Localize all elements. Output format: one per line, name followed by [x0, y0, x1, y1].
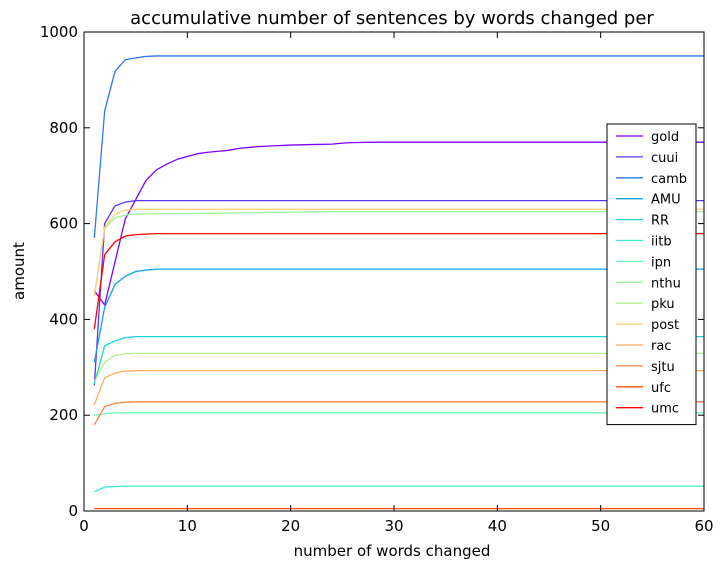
x-tick-label: 40 [488, 517, 507, 535]
series-line-camb [93, 55, 704, 239]
legend-label-ufc: ufc [651, 381, 671, 396]
legend-label-rac: rac [651, 339, 671, 354]
y-tick-label: 0 [68, 502, 78, 520]
series-line-gold [93, 141, 704, 306]
x-tick-label: 0 [79, 517, 89, 535]
legend-label-iitb: iitb [651, 235, 672, 250]
legend: gold cuui camb AMU RR iitb ipn nthu pku post rac sj… [606, 123, 697, 426]
legend-label-post: post [651, 318, 679, 333]
x-tick-label: 60 [694, 517, 713, 535]
legend-label-gold: gold [651, 130, 679, 145]
x-tick-label: 20 [281, 517, 300, 535]
y-tick-label: 1000 [40, 23, 78, 41]
legend-label-rr: RR [651, 214, 669, 229]
legend-label-pku: pku [651, 297, 675, 312]
y-tick-label: 600 [49, 215, 78, 233]
series-line-umc [93, 233, 704, 330]
series-line-rr [93, 335, 704, 385]
legend-label-amu: AMU [651, 193, 681, 208]
legend-box [606, 123, 697, 426]
series-line-cuui [93, 199, 704, 386]
legend-label-cuui: cuui [651, 151, 678, 166]
y-tick-label: 400 [49, 310, 78, 328]
plot-area [93, 55, 704, 510]
series-line-pku [93, 352, 704, 382]
x-tick-label: 30 [384, 517, 403, 535]
legend-label-ipn: ipn [651, 255, 671, 270]
legend-label-nthu: nthu [651, 276, 681, 291]
series-line-post [93, 208, 704, 296]
y-tick-label: 800 [49, 119, 78, 137]
legend-label-sjtu: sjtu [651, 360, 675, 375]
series-line-amu [93, 268, 704, 363]
x-axis-label: number of words changed [294, 542, 491, 560]
series-line-nthu [93, 210, 704, 296]
series-line-iitb [94, 485, 704, 493]
y-tick-label: 200 [49, 406, 78, 424]
legend-label-umc: umc [651, 402, 679, 417]
series-line-sjtu [93, 401, 704, 426]
series-line-rac [93, 370, 704, 405]
legend-label-camb: camb [651, 172, 687, 187]
x-tick-label: 10 [178, 517, 197, 535]
series-line-ipn [94, 412, 704, 416]
chart-title: accumulative number of sentences by word… [130, 8, 654, 29]
y-axis-label: amount [10, 242, 28, 300]
x-tick-label: 50 [591, 517, 610, 535]
